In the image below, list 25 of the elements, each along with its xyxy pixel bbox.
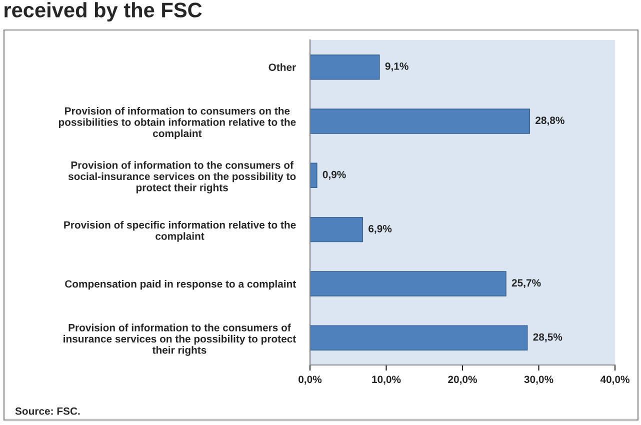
data-label: 6,9% [368, 225, 392, 234]
bar [310, 325, 528, 351]
data-label: 28,5% [533, 333, 562, 342]
text: received by the FSC [4, 2, 202, 22]
y-tick-label: Provision of information to consumers on the possibilities to obtain information relative to the complaint [58, 107, 296, 140]
y-tick-label: Provision of information to the consumers of social-insurance services on the possibility to protect their rights [68, 161, 296, 194]
bar [310, 108, 530, 134]
source-note: Source: FSC. [15, 407, 80, 415]
x-tick-label: 40,0% [600, 376, 630, 385]
bar [310, 162, 318, 188]
x-tick-label: 20,0% [448, 376, 477, 385]
data-label: 28,8% [536, 116, 564, 126]
bar [310, 54, 380, 80]
bar [310, 271, 506, 296]
y-tick-label: Other [268, 63, 296, 71]
x-tick-label: 10,0% [372, 376, 401, 385]
x-tick-label: 0,0% [298, 376, 322, 385]
x-tick-label: 30,0% [524, 376, 554, 385]
data-label: 0,9% [322, 170, 346, 180]
bar [310, 216, 364, 242]
data-label: 25,7% [512, 279, 541, 288]
y-tick-label: Provision of information to the consumers of insurance services on the possibility to protect their rights [64, 324, 296, 356]
data-label: 9,1% [385, 62, 408, 72]
y-tick-label: Compensation paid in response to a complaint [65, 280, 296, 290]
y-tick-label: Provision of specific information relative to the complaint [64, 220, 296, 242]
